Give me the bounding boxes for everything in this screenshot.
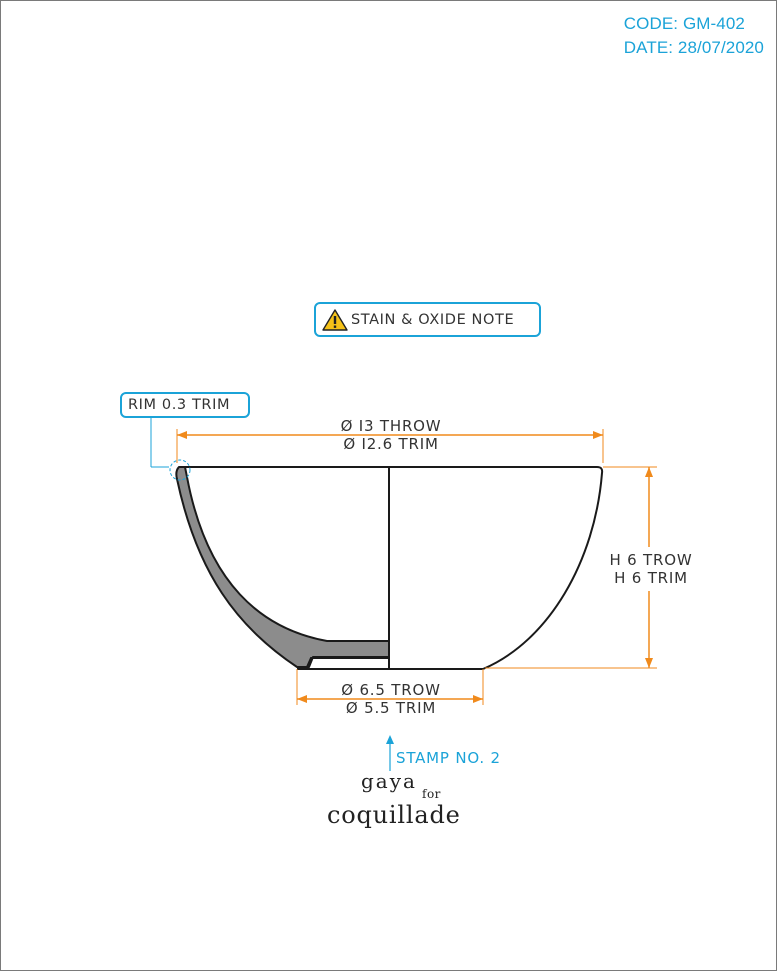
stamp-brand-coquillade: coquillade <box>327 801 461 829</box>
base-diameter-dimension <box>296 669 484 705</box>
height-throw-label: H 6 TROW <box>609 551 693 569</box>
stamp-arrow <box>386 735 394 771</box>
height-trim-label: H 6 TRIM <box>614 569 688 587</box>
top-throw-label: Ø I3 THROW <box>340 417 442 435</box>
stamp-label: STAMP NO. 2 <box>396 749 501 767</box>
drawing-code: CODE: GM-402 <box>623 14 745 33</box>
top-trim-label: Ø I2.6 TRIM <box>343 435 439 453</box>
base-diameter-label: Ø 6.5 TROW Ø 5.5 TRIM <box>301 681 481 717</box>
bowl-outer-profile <box>389 466 604 670</box>
base-trim-label: Ø 5.5 TRIM <box>345 699 437 717</box>
foot-recess <box>306 657 389 668</box>
stain-oxide-note-callout: STAIN & OXIDE NOTE <box>314 302 541 337</box>
stamp-brand-for: for <box>422 787 441 801</box>
height-dimension <box>485 466 657 669</box>
stamp-brand-gaya: gaya <box>361 769 417 793</box>
note-label: STAIN & OXIDE NOTE <box>351 311 515 328</box>
drawing-date: DATE: 28/07/2020 <box>623 38 764 57</box>
top-diameter-dimension <box>176 429 604 463</box>
top-diameter-label: Ø I3 THROW Ø I2.6 TRIM <box>301 417 481 453</box>
warning-icon <box>322 308 348 332</box>
rim-label: RIM 0.3 TRIM <box>128 397 231 413</box>
rim-callout: RIM 0.3 TRIM <box>120 392 250 418</box>
bowl-wall-section <box>175 466 390 668</box>
base-throw-label: Ø 6.5 TROW <box>341 681 441 699</box>
drawing-code-block: CODE: GM-402 DATE: 28/07/2020 <box>624 12 764 60</box>
rim-callout-leader <box>150 418 191 481</box>
height-label: H 6 TROW H 6 TRIM <box>596 551 706 587</box>
